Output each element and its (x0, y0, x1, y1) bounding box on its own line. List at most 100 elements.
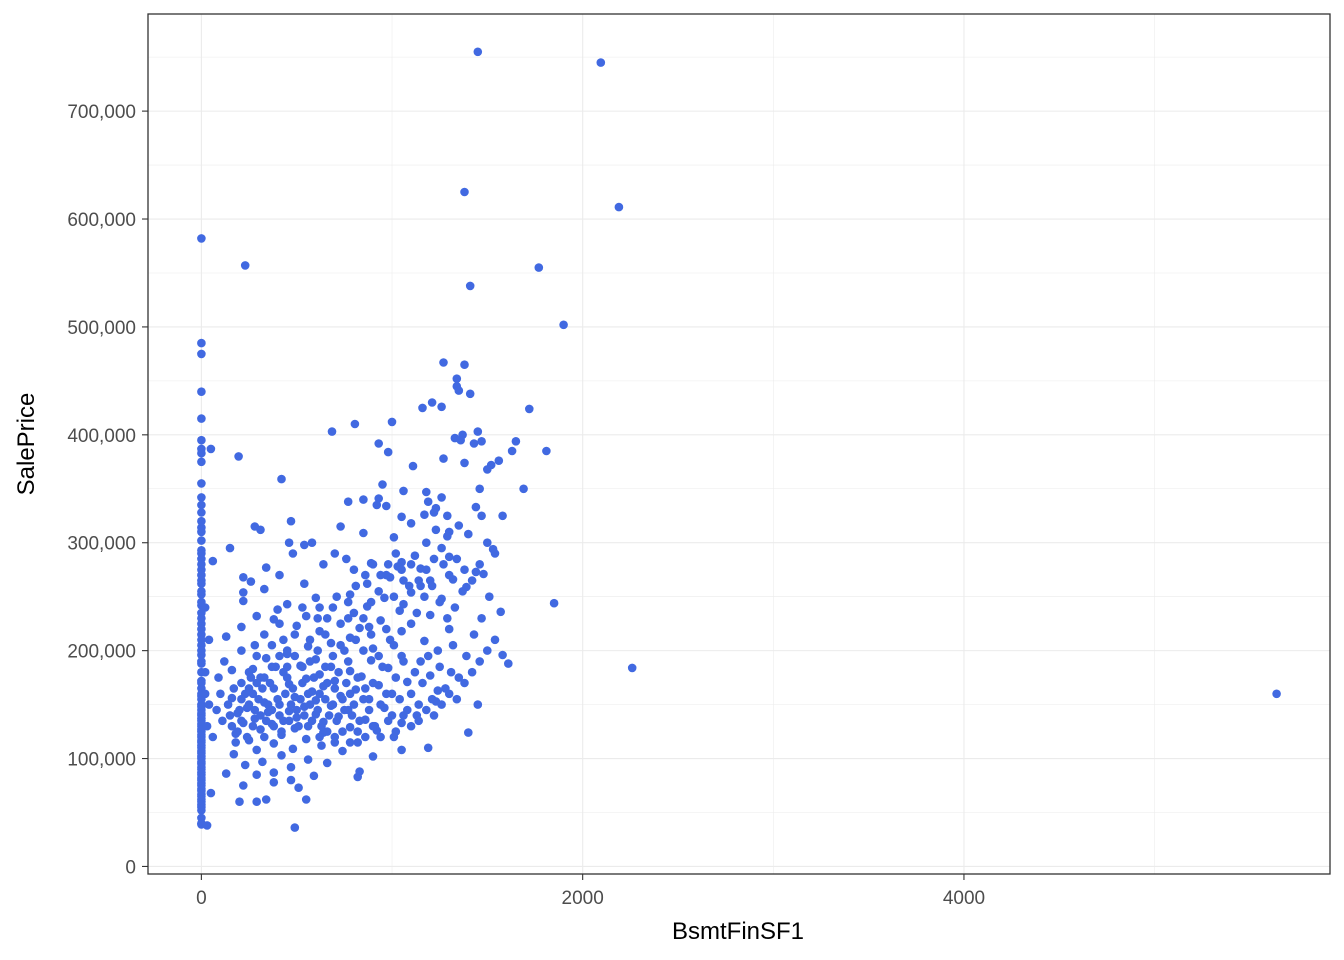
data-point (423, 743, 433, 753)
data-point (202, 721, 212, 731)
data-point (433, 646, 443, 655)
data-point (444, 689, 454, 699)
data-point (317, 721, 326, 731)
data-point (429, 508, 439, 517)
y-tick-label: 700,000 (67, 102, 136, 123)
data-point (303, 689, 313, 699)
data-point (284, 706, 294, 716)
data-point (197, 479, 206, 488)
data-point (239, 588, 248, 597)
data-point (452, 694, 462, 704)
data-point (467, 576, 477, 585)
data-point (216, 689, 225, 699)
data-point (252, 797, 261, 806)
data-point (376, 616, 385, 625)
data-point (414, 576, 424, 585)
data-point (200, 603, 210, 612)
y-tick-label: 200,000 (67, 642, 136, 663)
data-point (197, 387, 206, 397)
data-point (364, 705, 374, 715)
data-point (433, 686, 443, 695)
y-tick-label: 300,000 (67, 534, 136, 555)
data-point (305, 657, 315, 666)
data-point (197, 549, 206, 558)
data-point (399, 657, 408, 666)
data-point (368, 678, 378, 688)
data-point (208, 732, 218, 742)
data-point (439, 358, 448, 367)
data-point (328, 700, 338, 709)
data-point (519, 484, 528, 494)
data-point (342, 678, 351, 688)
data-point (242, 732, 252, 742)
data-point (330, 549, 340, 558)
data-point (422, 565, 431, 574)
data-point (237, 622, 246, 632)
data-point (479, 569, 488, 579)
data-point (406, 619, 416, 628)
data-point (315, 732, 324, 742)
data-point (284, 538, 294, 547)
data-point (422, 705, 431, 715)
data-point (351, 581, 361, 591)
data-point (197, 678, 206, 688)
data-point (460, 187, 469, 197)
data-point (469, 439, 479, 448)
data-point (244, 684, 254, 693)
data-point (204, 635, 214, 645)
data-point (273, 694, 282, 704)
data-point (288, 549, 298, 558)
data-point (286, 700, 296, 709)
data-point (261, 563, 271, 572)
data-point (418, 403, 427, 413)
data-point (397, 512, 406, 522)
data-point (197, 516, 206, 526)
data-point (286, 775, 296, 785)
data-point (361, 732, 370, 742)
data-point (267, 705, 277, 715)
data-point (256, 711, 265, 720)
data-point (490, 549, 500, 558)
data-point (399, 599, 408, 609)
data-point (420, 636, 429, 646)
data-point (350, 419, 360, 429)
data-point (498, 511, 507, 521)
data-point (397, 745, 406, 755)
axes: 0 2000 4000 0 100,000 200,000 300,000 400,000 50… (67, 102, 985, 909)
data-point (197, 349, 206, 359)
data-point (300, 579, 309, 588)
data-point (328, 603, 338, 612)
data-point (378, 662, 387, 672)
data-point (452, 374, 462, 384)
data-point (277, 727, 286, 736)
data-point (237, 678, 246, 688)
y-tick-label: 100,000 (67, 750, 136, 771)
data-point (197, 414, 206, 423)
data-point (361, 684, 370, 693)
data-point (260, 673, 269, 682)
data-point (361, 570, 370, 580)
data-point (368, 721, 378, 731)
data-point (197, 493, 206, 502)
data-point (261, 716, 271, 726)
data-point (269, 721, 279, 731)
data-point (353, 772, 363, 782)
data-point (349, 700, 359, 709)
y-tick-label: 600,000 (67, 210, 136, 231)
data-point (498, 650, 507, 660)
data-point (288, 684, 298, 693)
data-point (406, 588, 416, 597)
y-tick-label: 500,000 (67, 318, 136, 339)
data-point (389, 640, 399, 650)
data-point (387, 417, 397, 427)
data-point (197, 508, 206, 517)
data-point (349, 608, 359, 618)
data-point (197, 587, 206, 596)
data-point (525, 404, 534, 414)
data-point (376, 732, 385, 742)
data-point (423, 497, 433, 507)
data-point (431, 525, 441, 535)
data-point (206, 788, 216, 798)
data-point (443, 614, 452, 623)
data-point (368, 644, 378, 653)
